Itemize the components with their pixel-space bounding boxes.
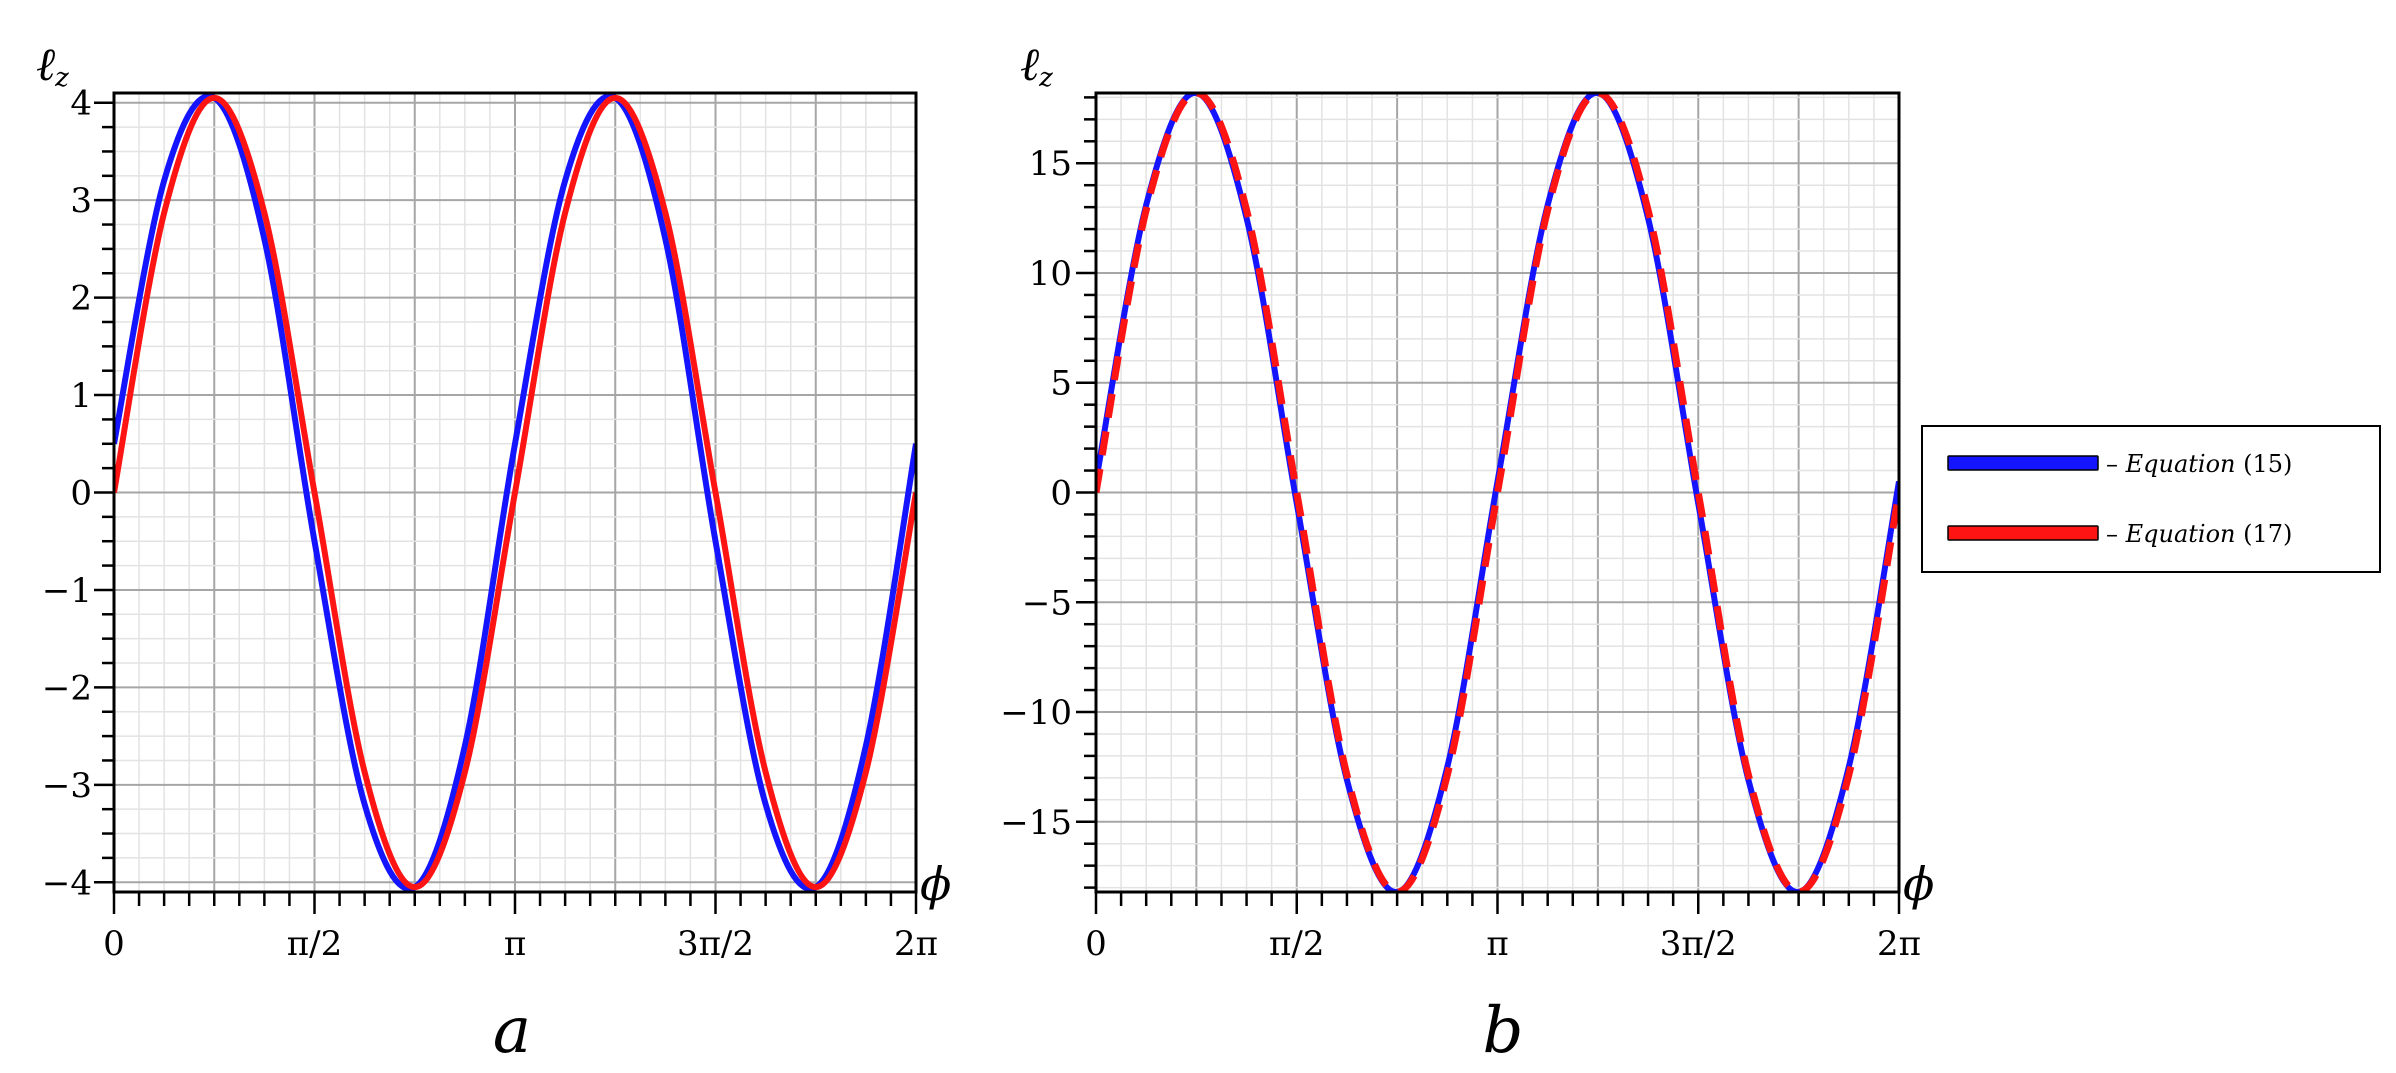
series-line-eq17	[114, 94, 916, 891]
y-axis-label: ℓz	[36, 37, 69, 93]
y-tick-label: −3	[42, 766, 92, 806]
y-tick-label: 2	[70, 279, 92, 319]
y-tick-label: −15	[1000, 803, 1072, 843]
panel-label: a	[493, 994, 531, 1068]
y-tick-label: −1	[42, 571, 92, 611]
y-tick-label: 0	[1050, 474, 1072, 514]
y-tick-label: 3	[70, 181, 92, 221]
y-tick-label: 4	[70, 84, 92, 124]
legend-em-eq15: Equation	[2125, 450, 2236, 478]
legend-swatch-eq15	[1947, 455, 2099, 471]
y-tick-label: −2	[42, 668, 92, 708]
y-tick-label: −5	[1022, 583, 1072, 623]
series-line-eq17	[1096, 93, 1899, 892]
y-tick-label: 10	[1029, 254, 1072, 294]
legend-label-eq17: – Equation (17)	[2106, 520, 2292, 548]
x-tick-label: π	[1486, 924, 1508, 964]
legend-swatch-eq17	[1947, 525, 2099, 541]
y-axis-label: ℓz	[1020, 37, 1053, 93]
x-tick-label: 3π/2	[1660, 924, 1737, 964]
legend-label-eq15: – Equation (15)	[2106, 450, 2292, 478]
x-tick-label: 0	[1085, 924, 1107, 964]
series-group	[114, 93, 916, 892]
y-axis-label-subscript: z	[54, 63, 69, 93]
legend: – Equation (15) – Equation (17)	[1921, 425, 2381, 573]
series-group	[1096, 93, 1899, 892]
legend-suffix-eq17: (17)	[2236, 520, 2293, 548]
x-axis-label: ϕ	[1903, 857, 1934, 911]
y-axis-label-subscript: z	[1038, 63, 1053, 93]
panel-b: 0 π/2 π 3π/2 2π 15 10 5 0 −5 −10 −15 ℓz ϕ b	[1000, 37, 1934, 1068]
x-tick-label: 3π/2	[677, 924, 754, 964]
legend-box	[1921, 425, 2381, 573]
legend-prefix-eq17: –	[2106, 520, 2126, 548]
x-tick-label: 0	[103, 924, 125, 964]
y-tick-label: 1	[70, 376, 92, 416]
legend-prefix-eq15: –	[2106, 450, 2126, 478]
y-tick-label: −10	[1000, 693, 1072, 733]
x-tick-label: 2π	[894, 924, 938, 964]
x-axis-label: ϕ	[920, 857, 951, 911]
panel-a: 0 π/2 π 3π/2 2π 4 3 2 1 0 −1 −2 −3 −4 ℓz ϕ a	[36, 37, 951, 1068]
y-tick-label: 5	[1050, 364, 1072, 404]
legend-em-eq17: Equation	[2125, 520, 2236, 548]
y-tick-label: −4	[42, 863, 92, 903]
x-tick-label: π/2	[287, 924, 342, 964]
y-tick-label: 0	[70, 474, 92, 514]
y-tick-label: 15	[1029, 144, 1072, 184]
x-tick-label: π	[504, 924, 526, 964]
legend-suffix-eq15: (15)	[2236, 450, 2293, 478]
x-tick-label: π/2	[1269, 924, 1324, 964]
x-tick-label: 2π	[1877, 924, 1921, 964]
panel-label: b	[1483, 994, 1524, 1068]
series-line-eq15	[114, 93, 916, 892]
